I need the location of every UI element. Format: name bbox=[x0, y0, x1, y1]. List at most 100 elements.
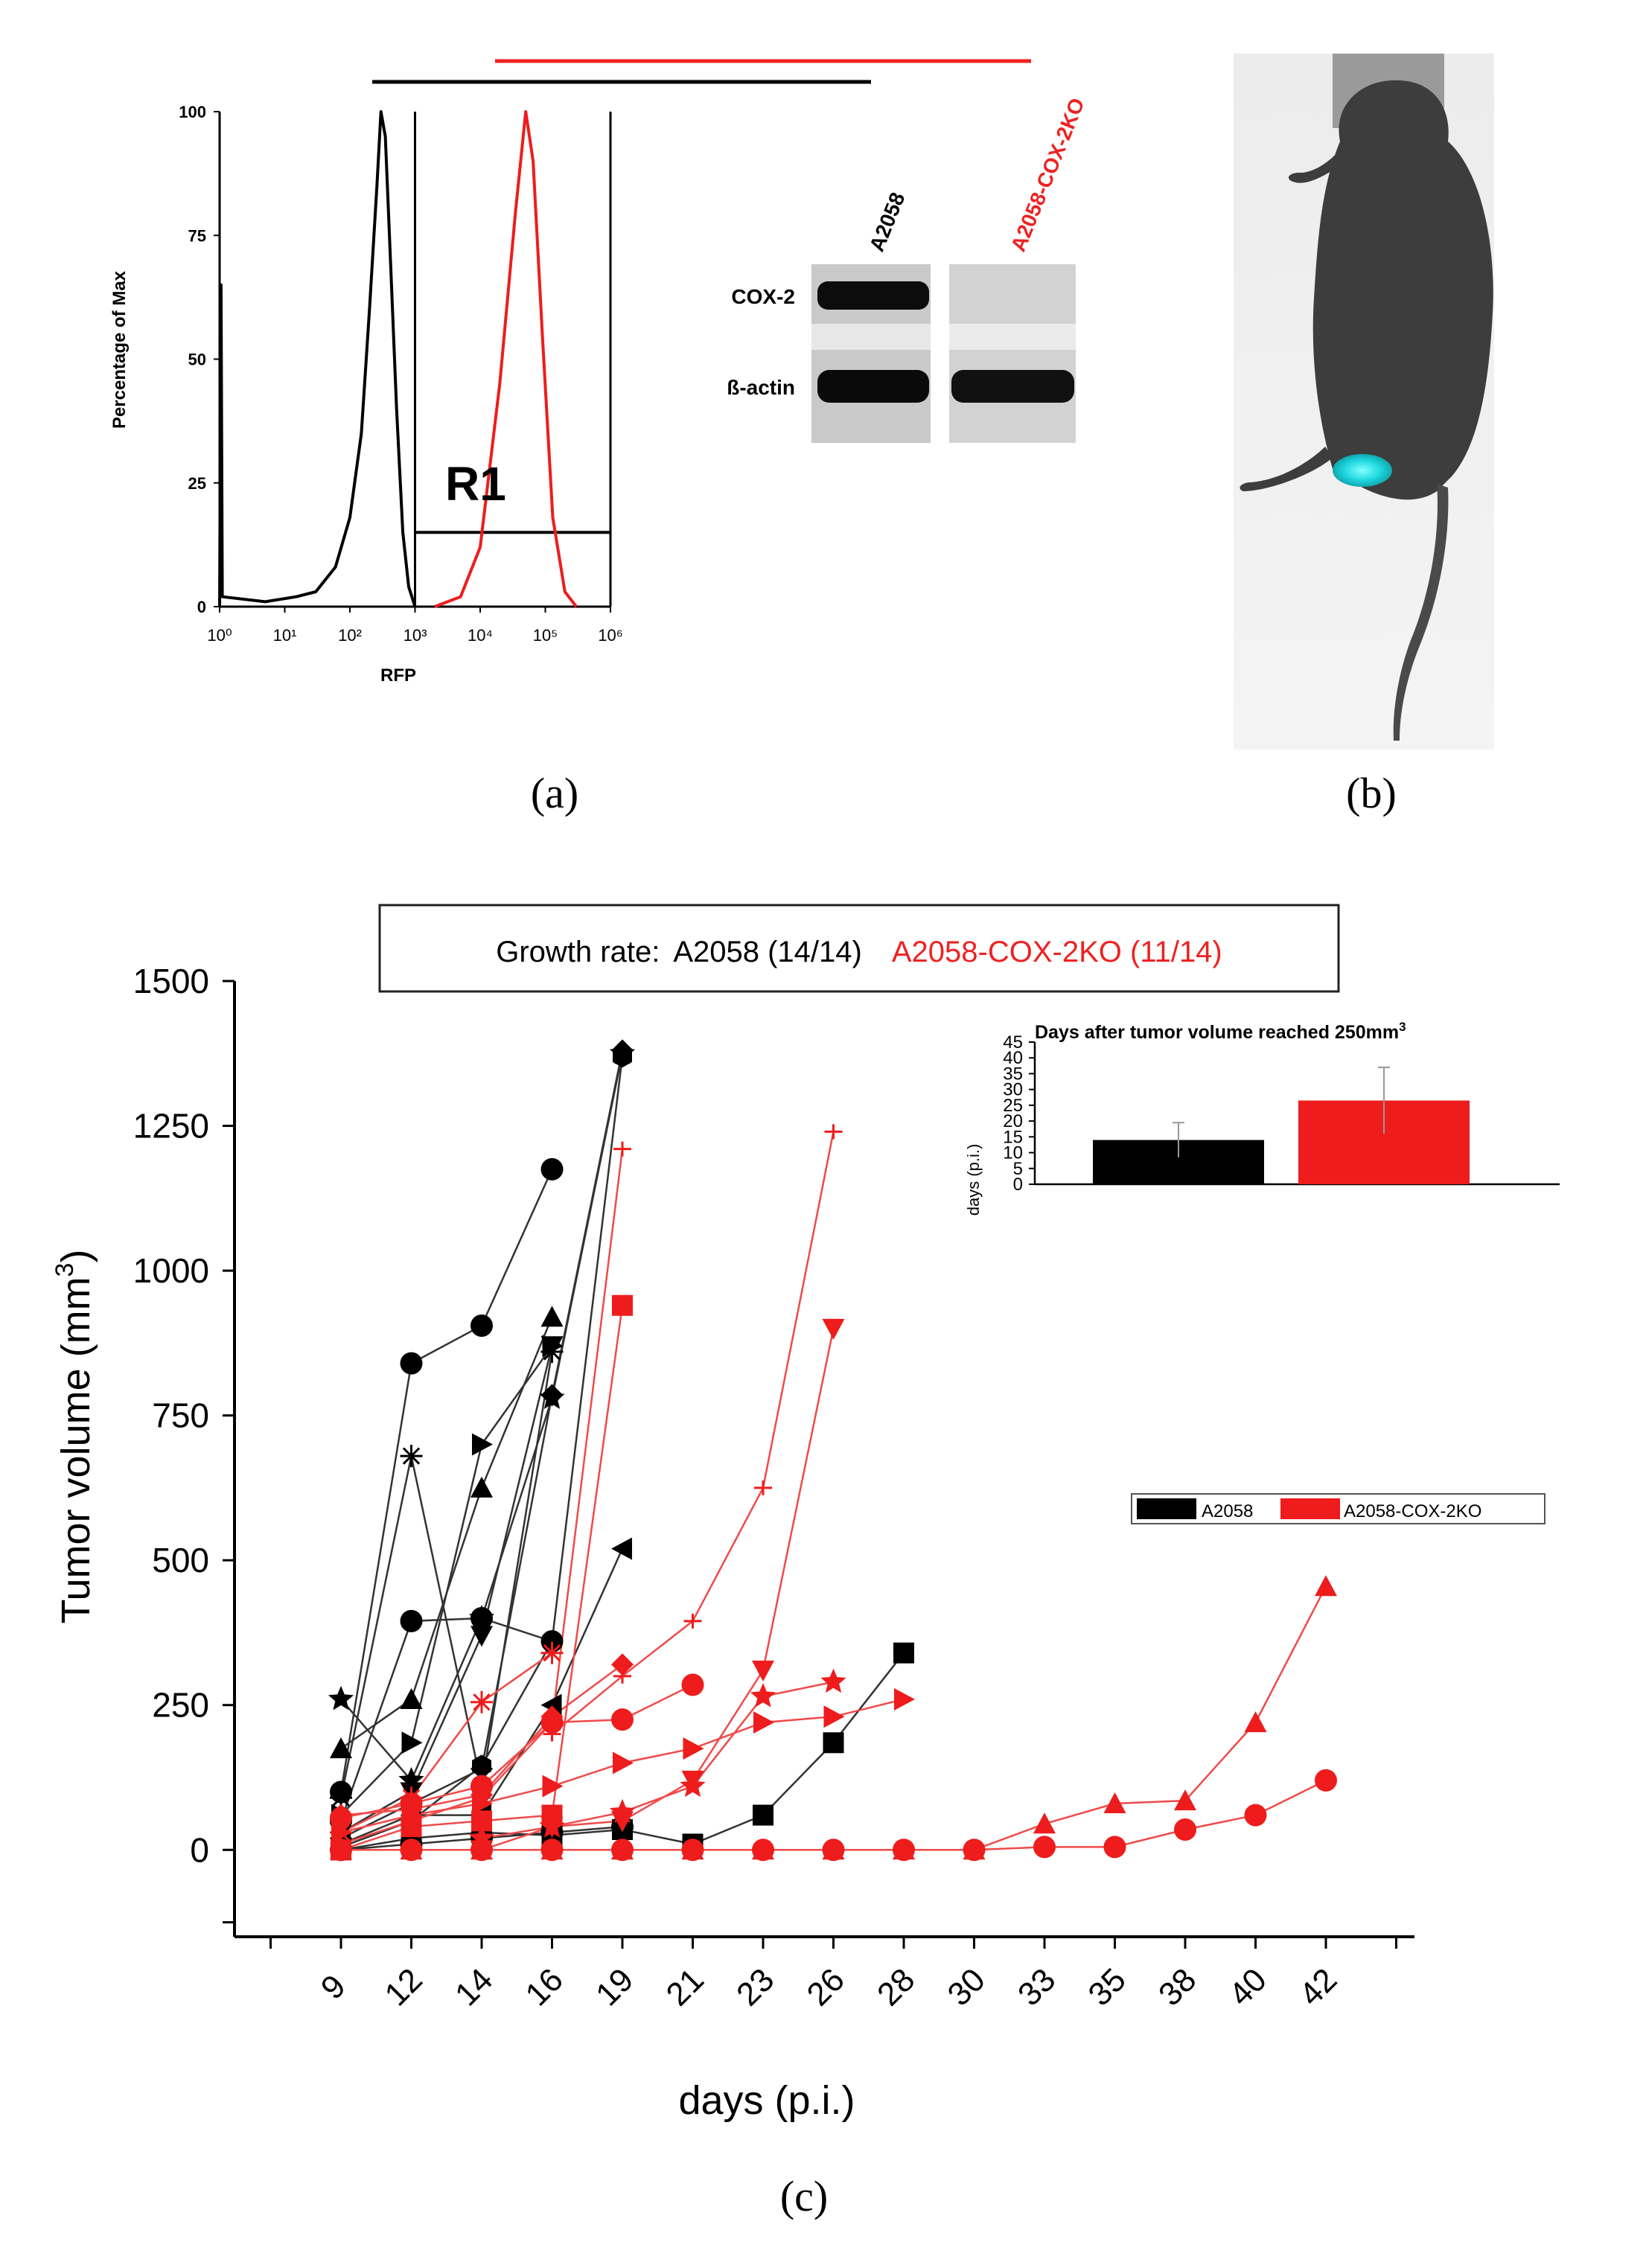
growth-data-point bbox=[470, 1315, 493, 1338]
growth-y-tick-label: 0 bbox=[190, 1830, 209, 1869]
growth-data-point bbox=[611, 1708, 634, 1731]
growth-data-point bbox=[1174, 1789, 1196, 1811]
growth-data-point bbox=[472, 1754, 491, 1777]
growth-y-tick-label: 1250 bbox=[133, 1107, 209, 1146]
growth-series-line-a2058 bbox=[340, 1346, 553, 1833]
growth-data-point bbox=[328, 1685, 354, 1710]
flow-y-tick-label: 75 bbox=[188, 226, 206, 245]
inset-y-tick-label: 10 bbox=[1003, 1143, 1023, 1163]
growth-data-point bbox=[330, 1786, 352, 1809]
growth-data-point bbox=[400, 1352, 423, 1375]
growth-x-tick-label: 33 bbox=[1011, 1961, 1062, 2013]
growth-data-point bbox=[540, 1839, 564, 1862]
growth-y-tick-label: 250 bbox=[152, 1686, 209, 1725]
growth-data-point bbox=[470, 1607, 493, 1629]
growth-series-line-a2058 bbox=[339, 1351, 553, 1798]
growth-data-point bbox=[330, 1839, 352, 1862]
growth-data-point bbox=[540, 1641, 564, 1664]
blot-lane-label-ko: A2058-COX-2KO bbox=[1007, 95, 1089, 255]
flow-histogram: 0 25 50 75 100 10⁰ 10¹ 10² 10³ 10⁴ 10⁵ 10⁶ R1 RFP P… bbox=[109, 59, 1031, 686]
inset-y-tick-label: 25 bbox=[1003, 1096, 1023, 1116]
inset-title: Days after tumor volume reached 250mm3 bbox=[1035, 1020, 1406, 1043]
flow-y-tick-label: 100 bbox=[179, 103, 206, 121]
growth-data-point bbox=[542, 1775, 564, 1798]
inset-legend-swatch-ko bbox=[1280, 1498, 1340, 1519]
growth-data-point bbox=[540, 1336, 564, 1358]
inset-y-tick-label: 15 bbox=[1003, 1127, 1023, 1147]
growth-data-point bbox=[472, 1433, 493, 1456]
mouse-body bbox=[1312, 80, 1493, 500]
growth-series-line-ko bbox=[481, 1328, 835, 1851]
legend-box bbox=[378, 904, 1340, 993]
mouse-forelimb bbox=[1288, 145, 1353, 183]
inset-y-tick-label: 20 bbox=[1003, 1111, 1023, 1131]
growth-data-point bbox=[400, 1609, 423, 1632]
growth-x-tick-label: 30 bbox=[941, 1961, 992, 2013]
panel-label-a: (a) bbox=[531, 769, 578, 817]
mouse-tail bbox=[1393, 484, 1449, 741]
growth-series-line-ko bbox=[340, 1652, 553, 1834]
flow-y-tick-label: 50 bbox=[188, 351, 206, 369]
flow-x-axis-label: RFP bbox=[380, 665, 416, 686]
growth-x-tick-label: 23 bbox=[730, 1961, 781, 2013]
growth-data-point bbox=[963, 1839, 986, 1862]
growth-markers bbox=[328, 1039, 1337, 1862]
growth-x-tick-label: 9 bbox=[314, 1968, 353, 2007]
growth-data-point bbox=[543, 1726, 561, 1742]
gate-label: R1 bbox=[445, 457, 506, 511]
growth-data-point bbox=[540, 1306, 564, 1327]
growth-data-point bbox=[472, 1792, 493, 1815]
flow-y-axis-label: Percentage of Max bbox=[109, 270, 130, 429]
growth-series-line-a2058 bbox=[340, 1053, 624, 1783]
legend-a2058: A2058 (14/14) bbox=[673, 936, 862, 968]
growth-data-point bbox=[824, 1124, 843, 1140]
inset-y-tick-label: 5 bbox=[1013, 1159, 1023, 1179]
growth-x-tick-label: 35 bbox=[1082, 1961, 1133, 2013]
flow-x-tick-label: 10¹ bbox=[273, 626, 297, 645]
flow-x-tick-label: 10³ bbox=[403, 626, 427, 645]
blot-row-label-cox2: COX-2 bbox=[731, 285, 795, 308]
growth-data-point bbox=[400, 1839, 423, 1862]
growth-series-line-a2058 bbox=[340, 1316, 553, 1750]
growth-data-point bbox=[822, 1318, 845, 1340]
inset-title-sup: 3 bbox=[1399, 1020, 1406, 1034]
inset-legend-label-a2058: A2058 bbox=[1202, 1501, 1253, 1521]
inset-legend-swatch-a2058 bbox=[1137, 1498, 1196, 1519]
growth-data-point bbox=[1174, 1818, 1196, 1841]
growth-y-label-sup: 3 bbox=[51, 1263, 79, 1277]
growth-data-point bbox=[330, 1804, 352, 1827]
inset-legend: A2058 A2058-COX-2KO bbox=[1131, 1493, 1545, 1524]
flow-x-tick-label: 10⁰ bbox=[207, 626, 232, 645]
growth-series-line-a2058 bbox=[339, 1617, 552, 1821]
flow-y-tick-label: 0 bbox=[197, 598, 206, 616]
growth-x-tick-label: 26 bbox=[800, 1961, 852, 2013]
growth-data-point bbox=[470, 1476, 493, 1498]
mouse-image bbox=[1234, 54, 1494, 750]
growth-data-point bbox=[680, 1772, 706, 1798]
growth-data-point bbox=[1033, 1836, 1056, 1859]
growth-series-line-ko bbox=[340, 1684, 694, 1819]
growth-x-tick-label: 42 bbox=[1292, 1961, 1344, 2013]
growth-y-axis-label: Tumor volume (mm3) bbox=[51, 1250, 98, 1624]
growth-series-line-a2058 bbox=[340, 1056, 624, 1848]
growth-data-point bbox=[1315, 1575, 1337, 1597]
growth-data-point bbox=[1103, 1792, 1126, 1814]
growth-series-line-ko bbox=[481, 1681, 834, 1839]
growth-data-point bbox=[893, 1642, 914, 1664]
growth-data-point bbox=[540, 1384, 564, 1407]
growth-data-point bbox=[1244, 1711, 1267, 1733]
growth-data-point bbox=[681, 1673, 704, 1696]
blot-row-label-actin: ß-actin bbox=[727, 376, 795, 399]
band-actin-a2058 bbox=[817, 370, 929, 403]
growth-data-point bbox=[400, 1786, 423, 1809]
inset-y-tick-label: 0 bbox=[1013, 1175, 1023, 1195]
growth-y-tick-label: 1000 bbox=[133, 1251, 209, 1290]
growth-data-point bbox=[609, 1798, 636, 1824]
growth-data-point bbox=[683, 1737, 704, 1760]
growth-y-tick-label: 500 bbox=[152, 1541, 209, 1579]
flow-x-tick-label: 10⁶ bbox=[598, 626, 623, 645]
growth-data-point bbox=[400, 1445, 423, 1468]
growth-y-label-end: ) bbox=[54, 1250, 98, 1263]
flow-x-tick-label: 10⁴ bbox=[468, 626, 493, 645]
growth-x-tick-label: 12 bbox=[378, 1961, 430, 2013]
